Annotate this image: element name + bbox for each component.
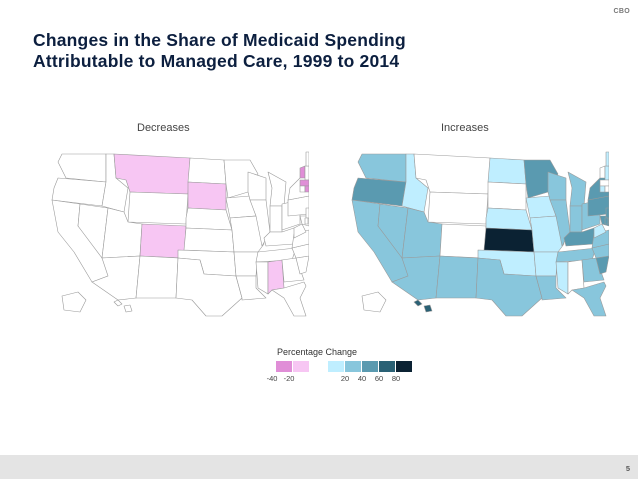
decreases-state-sd	[187, 181, 227, 211]
increases-state-wy	[427, 191, 489, 225]
increases-state-or	[351, 177, 407, 207]
decreases-state-nh	[304, 165, 309, 181]
increases-state-wv	[593, 223, 607, 239]
legend-swatch	[396, 361, 412, 372]
decreases-map	[51, 151, 309, 317]
increases-state-ct	[599, 185, 606, 193]
legend-swatch	[345, 361, 361, 372]
increases-state-ar	[533, 251, 559, 277]
increases-state-sd	[487, 181, 527, 211]
decreases-state-ms	[255, 261, 269, 295]
legend-tick-label: 40	[357, 374, 367, 383]
decreases-state-ks	[183, 227, 235, 253]
panel-label-increases: Increases	[441, 122, 489, 134]
slide-title: Changes in the Share of Medicaid Spendin…	[33, 30, 553, 72]
decreases-state-ct	[299, 185, 306, 193]
increases-state-ma	[599, 179, 609, 187]
decreases-state-nj	[305, 207, 309, 219]
decreases-state-or	[51, 177, 107, 207]
increases-state-la	[535, 275, 567, 301]
decreases-state-wv	[293, 223, 307, 239]
increases-state-wa	[357, 153, 407, 183]
legend-swatch	[379, 361, 395, 372]
decreases-state-la	[235, 275, 267, 301]
increases-state-me	[605, 151, 609, 167]
org-label: CBO	[613, 8, 630, 15]
increases-state-ri	[604, 185, 609, 193]
decreases-state-wi	[247, 171, 267, 201]
decreases-state-ak	[61, 291, 87, 313]
legend-title: Percentage Change	[277, 347, 358, 357]
legend-tick-label: 60	[374, 374, 384, 383]
panel-label-decreases: Decreases	[137, 122, 190, 134]
decreases-state-ma	[299, 179, 309, 187]
increases-state-mi	[567, 171, 587, 207]
increases-state-ga	[581, 257, 605, 283]
increases-state-wi	[547, 171, 567, 201]
decreases-state-wy	[127, 191, 189, 225]
legend-tick-label: -40	[266, 374, 278, 383]
legend-tick-label: -20	[283, 374, 295, 383]
increases-state-nm	[435, 255, 479, 299]
decreases-state-ne	[185, 207, 233, 231]
legend-swatch	[328, 361, 344, 372]
decreases-state-mi	[267, 171, 287, 207]
title-line-1: Changes in the Share of Medicaid Spendin…	[33, 30, 406, 50]
decreases-state-fl	[271, 281, 307, 317]
increases-state-in	[569, 205, 583, 233]
decreases-state-ga	[281, 257, 305, 283]
legend-swatch	[293, 361, 309, 372]
decreases-state-vt	[299, 165, 306, 179]
decreases-state-hi	[113, 299, 133, 313]
increases-state-fl	[571, 281, 607, 317]
increases-state-ms	[555, 261, 569, 295]
increases-state-vt	[599, 165, 606, 179]
decreases-state-nd	[187, 157, 227, 185]
decreases-state-de	[304, 217, 309, 225]
footer-bar	[0, 455, 638, 479]
legend-tick-label: 20	[340, 374, 350, 383]
increases-state-ak	[361, 291, 387, 313]
increases-state-nh	[604, 165, 609, 181]
increases-state-nj	[605, 207, 609, 219]
increases-state-nd	[487, 157, 527, 185]
increases-map	[351, 151, 609, 317]
increases-state-de	[604, 217, 609, 225]
page-number: 5	[625, 464, 630, 473]
decreases-state-me	[305, 151, 309, 167]
increases-state-ne	[485, 207, 533, 231]
decreases-state-tx	[175, 257, 243, 317]
legend-swatch	[362, 361, 378, 372]
title-line-2: Attributable to Managed Care, 1999 to 20…	[33, 51, 400, 71]
increases-state-ks	[483, 227, 535, 253]
decreases-state-ar	[233, 251, 259, 277]
legend-tick-label: 80	[391, 374, 401, 383]
decreases-state-ri	[304, 185, 309, 193]
decreases-state-nm	[135, 255, 179, 299]
decreases-state-in	[269, 205, 283, 233]
increases-state-tx	[475, 257, 543, 317]
decreases-state-wa	[57, 153, 107, 183]
legend-swatch	[276, 361, 292, 372]
increases-state-hi	[413, 299, 433, 313]
